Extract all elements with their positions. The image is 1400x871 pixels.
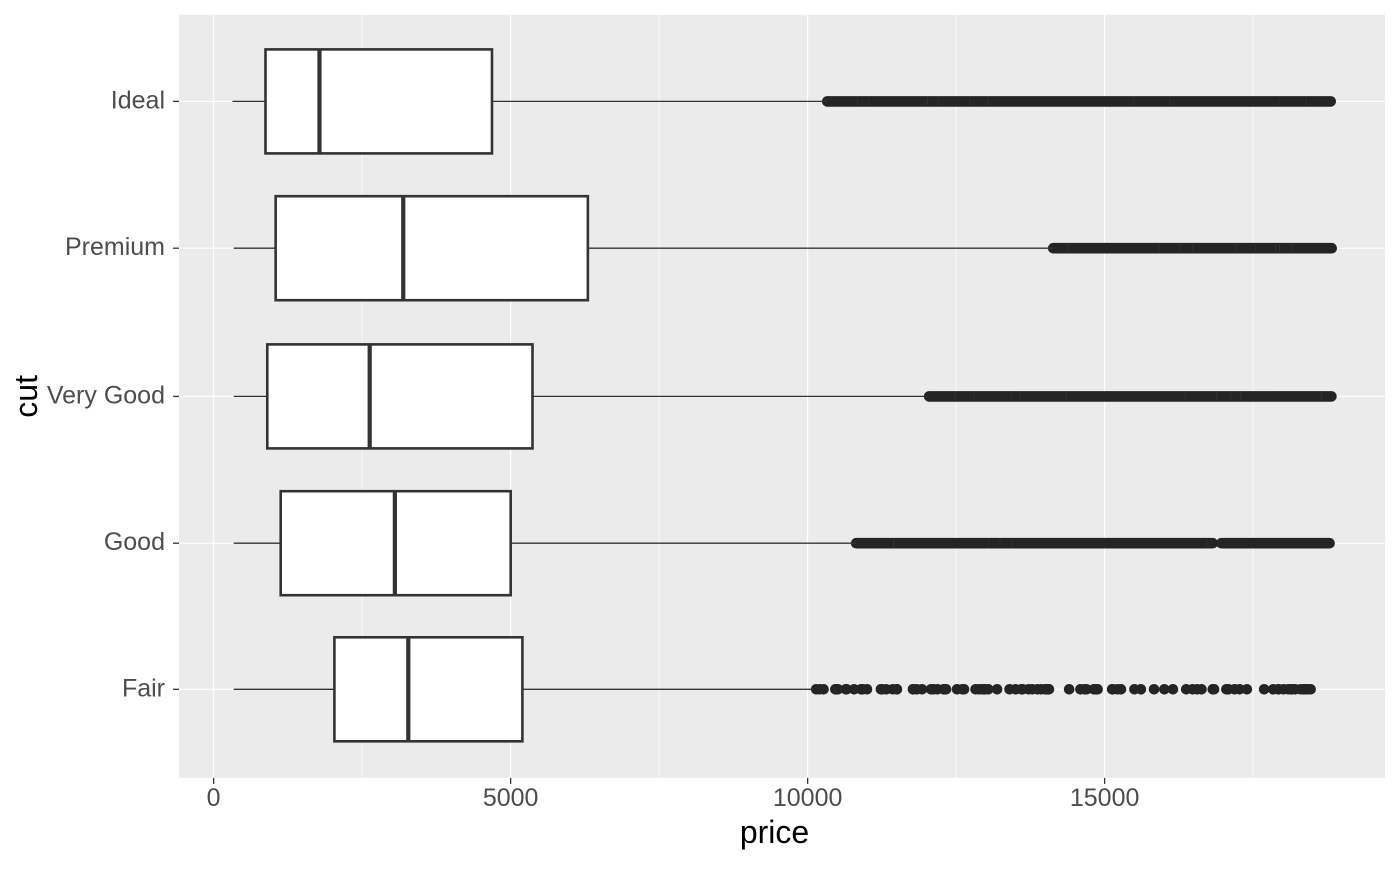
svg-text:15000: 15000 — [1070, 784, 1140, 812]
svg-text:Fair: Fair — [122, 674, 165, 702]
svg-text:cut: cut — [8, 375, 44, 418]
svg-text:price: price — [740, 814, 809, 850]
svg-text:5000: 5000 — [483, 784, 539, 812]
svg-text:Good: Good — [104, 528, 165, 556]
svg-text:Ideal: Ideal — [111, 86, 165, 114]
svg-text:10000: 10000 — [773, 784, 843, 812]
svg-text:Premium: Premium — [65, 233, 165, 261]
svg-text:Very Good: Very Good — [47, 381, 165, 409]
svg-text:0: 0 — [207, 784, 221, 812]
